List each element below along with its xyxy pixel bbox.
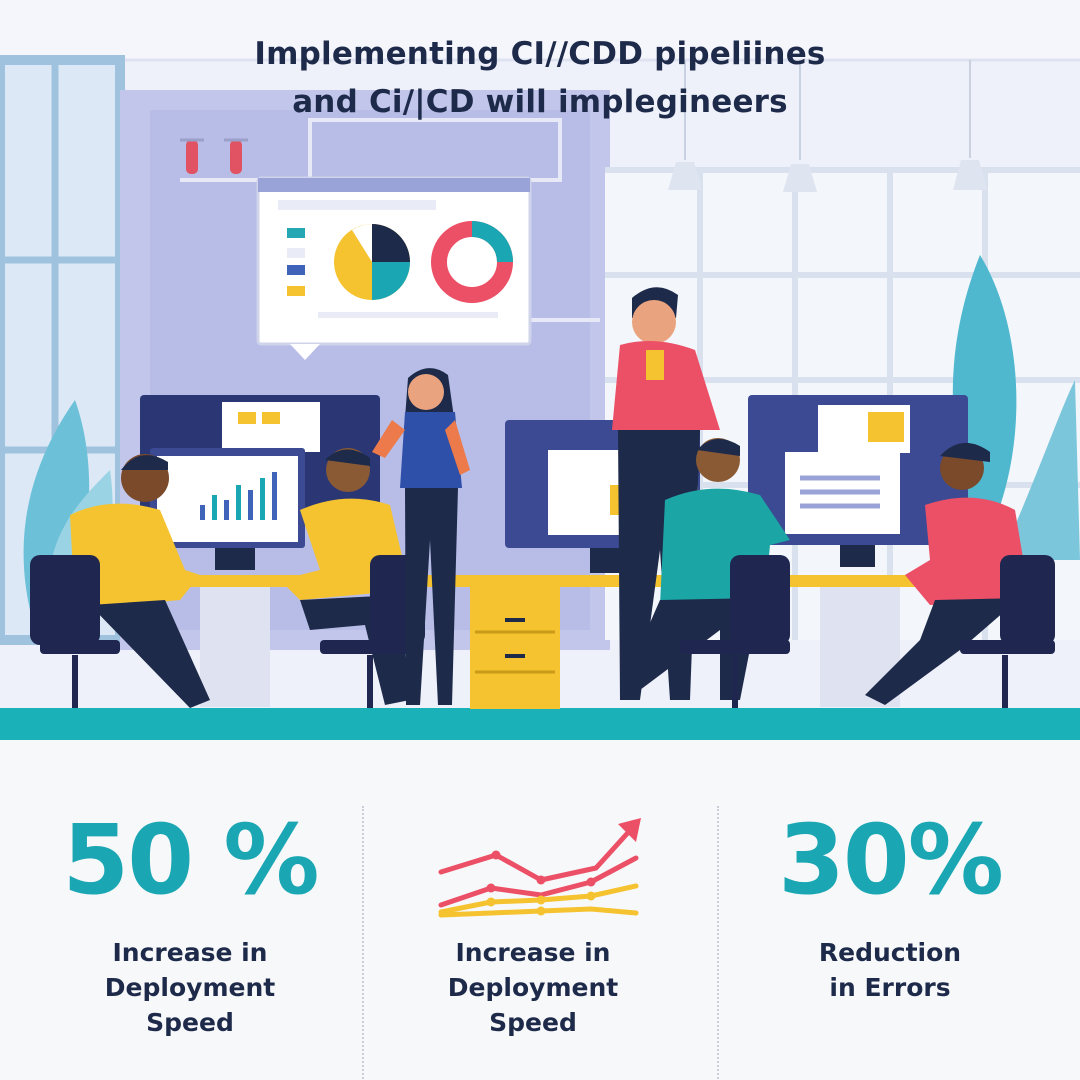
stat-label: Increase in Deployment Speed — [447, 938, 619, 1037]
stat-reduction-errors: 30% Reduction in Errors — [720, 740, 1060, 1080]
desks — [120, 575, 975, 709]
monitor — [748, 395, 968, 567]
trend-point — [491, 850, 501, 860]
engineer-yellow-left — [30, 454, 210, 708]
headline-line-2: and Ci/|CD will implegineers — [292, 84, 788, 120]
stat-value: 30% — [778, 804, 1004, 916]
pendant-lamp-icon — [668, 60, 987, 192]
headline-line-1: Implementing CI//CDD pipeliines — [254, 36, 826, 72]
trend-arrow-head — [618, 818, 641, 842]
trend-point — [586, 877, 596, 887]
engineer-teal — [625, 438, 790, 708]
stat-label: Increase in Deployment Speed — [104, 938, 276, 1037]
stat-deployment-speed: 50 % Increase in Deployment Speed — [20, 740, 360, 1080]
trend-point — [586, 891, 596, 901]
office-illustration — [0, 0, 1080, 740]
trend-point — [486, 883, 496, 893]
trend-point — [536, 895, 546, 905]
divider — [362, 806, 364, 1080]
stat-deployment-speed-trend: Increase in Deployment Speed — [363, 740, 703, 1080]
wall-dashboard — [256, 176, 532, 360]
trend-up-chart-icon — [438, 818, 641, 918]
divider — [717, 806, 719, 1080]
stat-value: 50 % — [62, 804, 319, 916]
test-tubes — [180, 138, 248, 174]
engineer-standing-woman — [372, 368, 470, 705]
trend-point — [486, 897, 496, 907]
pie-chart-icon — [334, 224, 410, 300]
trend-point — [536, 875, 546, 885]
monitor — [140, 395, 380, 570]
donut-chart-icon — [431, 221, 513, 303]
engineer-pink — [865, 442, 1055, 708]
trend-point — [536, 906, 546, 916]
stat-label: Reduction in Errors — [818, 938, 962, 1002]
bar-chart-icon — [200, 472, 277, 520]
trend-line-pink-mid — [438, 855, 639, 908]
